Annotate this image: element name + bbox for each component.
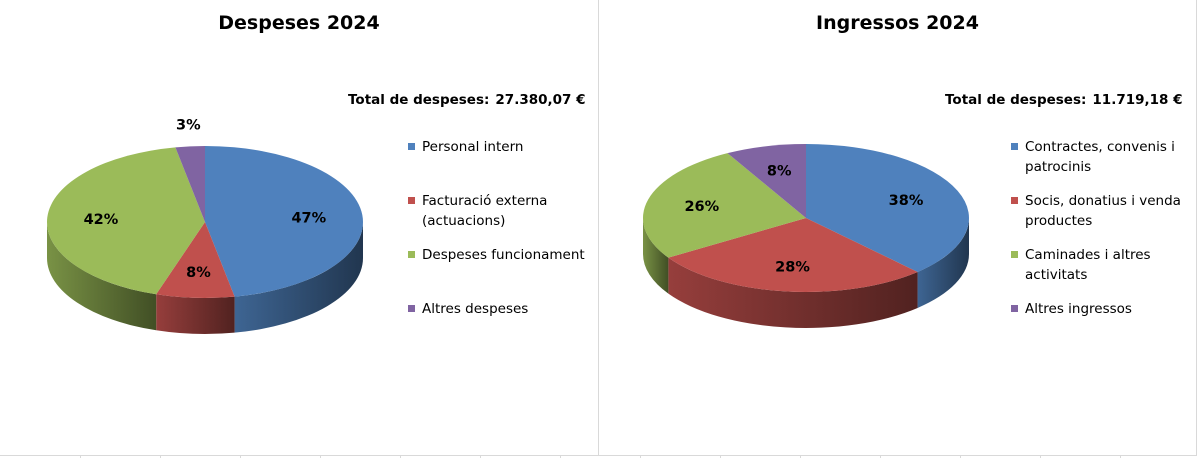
total-label: Total de despeses: [945,92,1087,108]
pie-data-label: 42% [84,212,119,228]
pie-slice [727,144,806,218]
legend-swatch [1011,143,1018,150]
pie-slice-side [643,218,669,294]
pie-slice [205,146,364,297]
income-chart-panel: Ingressos 2024 38% 28% 26% 8% Total de desp… [599,0,1197,456]
expenses-chart-panel: Despeses 2024 47% 8% 42% 3% Total de despes… [0,0,599,456]
legend-swatch [408,251,415,258]
legend-swatch [408,197,415,204]
pie-slice-side [917,218,969,308]
pie-slice [47,147,205,295]
pie-slice [806,144,969,272]
pie-data-label: 28% [775,259,810,275]
pie-data-label: 8% [767,164,792,180]
pie-slice-side [234,222,363,333]
total-value: 27.380,07 € [495,92,586,108]
legend-swatch [408,305,415,312]
legend-swatch [408,143,415,150]
pie-data-label: 8% [186,265,211,281]
pie-slice-side [668,257,918,328]
pie-data-label: 3% [176,117,201,133]
legend-label: Contractes, convenis i patrocinis [1025,139,1175,175]
legend-label: Altres ingressos [1025,301,1132,317]
legend-label: Despeses funcionament [422,247,585,263]
total-value: 11.719,18 € [1092,92,1183,108]
pie-data-label: 47% [291,210,326,226]
sheet-gridlines [0,455,1197,458]
legend-label: Caminades i altres activitats [1025,247,1151,283]
pie-slice-side [46,222,157,331]
legend-label: Altres despeses [422,301,529,317]
pie-slice-side [156,294,235,335]
pie-slice [643,153,806,258]
pie-data-label: 38% [889,193,924,209]
income-pie-chart: 38% 28% 26% 8% [643,144,969,328]
pie-slice [668,218,918,292]
legend-label: Personal intern [422,139,524,155]
total-expenses: Total de despeses: 27.380,07 € [348,92,586,108]
expenses-pie-chart: 47% 8% 42% 3% [46,117,364,335]
legend-swatch [1011,305,1018,312]
legend-swatch [1011,197,1018,204]
pie-slice [156,222,235,298]
total-label: Total de despeses: [348,92,490,108]
pie-slice [175,146,205,222]
pie-data-label: 26% [684,199,719,215]
legend-swatch [1011,251,1018,258]
chart-title: Despeses 2024 [218,12,380,34]
chart-title: Ingressos 2024 [816,12,979,34]
legend-label: Facturació externa (actuacions) [422,193,548,229]
total-income: Total de despeses: 11.719,18 € [945,92,1183,108]
legend-label: Socis, donatius i venda productes [1025,193,1181,229]
